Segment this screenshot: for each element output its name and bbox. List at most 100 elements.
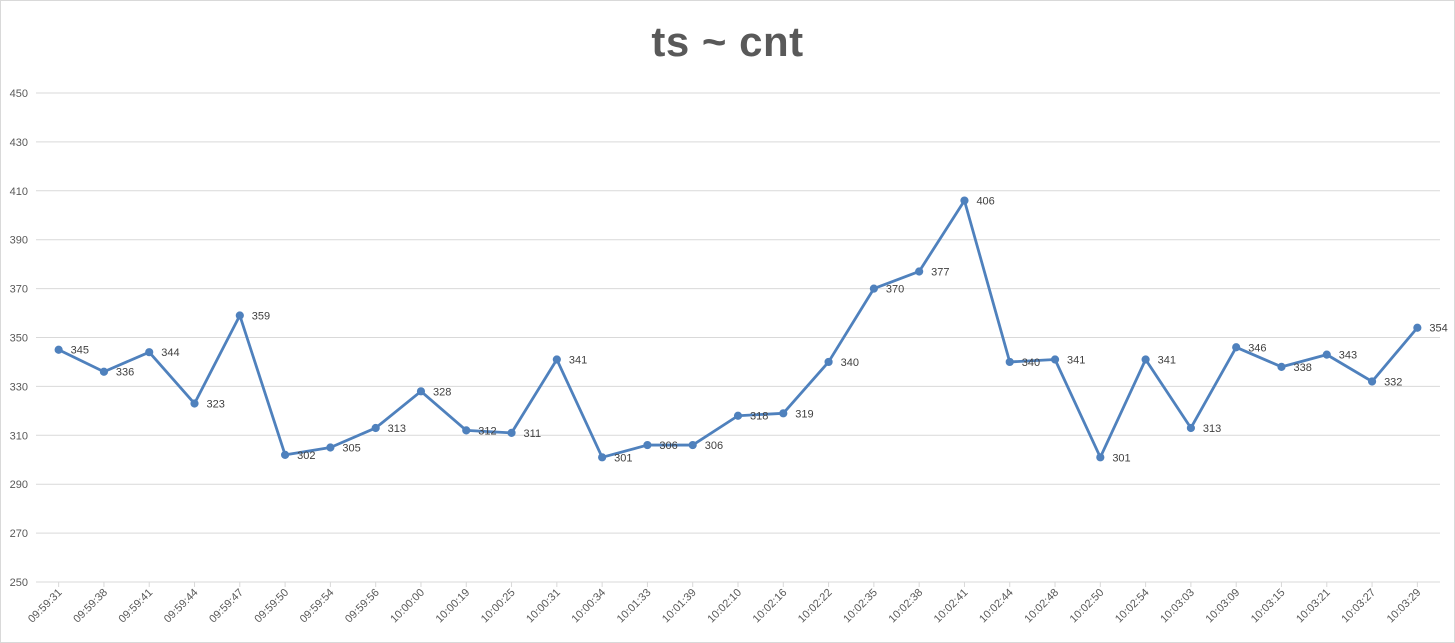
y-tick-label: 390 [10,235,28,247]
data-label: 301 [614,452,632,464]
data-point [280,450,290,459]
x-tick-label: 09:59:50 [252,587,291,626]
x-tick-label: 10:00:00 [388,587,427,626]
data-label: 345 [71,345,89,357]
x-tick-label: 10:02:38 [887,587,926,626]
x-tick-label: 10:02:16 [751,587,790,626]
x-tick-label: 10:00:19 [434,587,473,626]
data-point [779,409,788,418]
x-tick-label: 10:03:09 [1204,587,1243,626]
data-label: 313 [1203,423,1221,435]
data-label: 370 [886,284,904,296]
x-tick-label: 10:03:15 [1249,587,1288,626]
data-point [960,196,969,205]
data-label: 341 [569,355,587,367]
data-label: 306 [705,440,723,452]
data-label: 328 [433,386,451,398]
data-point [824,357,833,367]
data-point [1322,350,1331,359]
chart-title: ts ~ cnt [651,18,804,65]
data-label: 306 [659,440,677,452]
data-label: 343 [1339,350,1357,362]
x-tick-label: 10:02:10 [705,587,744,626]
x-tick-label: 09:59:56 [343,587,382,626]
data-series [54,196,1422,462]
data-label: 344 [161,347,179,359]
x-tick-label: 10:03:03 [1158,587,1197,626]
data-point [1186,423,1196,433]
y-tick-label: 270 [10,528,28,540]
data-point [462,426,471,435]
data-point [1141,355,1150,364]
x-tick-label: 10:02:50 [1068,587,1107,626]
x-tick-label: 09:59:54 [298,587,337,626]
data-point [99,367,109,376]
x-tick-label: 10:02:48 [1022,587,1061,626]
x-tick-label: 10:01:39 [660,587,699,626]
data-point [507,428,516,437]
x-tick-label: 09:59:47 [207,587,246,626]
data-point [145,348,154,357]
data-label: 313 [388,423,406,435]
x-tick-label: 09:59:44 [162,587,201,626]
x-tick-label: 10:00:34 [569,587,608,626]
data-label: 406 [976,196,994,208]
x-tick-label: 10:02:54 [1113,587,1152,626]
x-tick-label: 10:02:35 [841,587,880,626]
data-point [326,443,335,452]
data-point [1367,377,1377,386]
data-label: 338 [1293,362,1311,374]
y-tick-label: 310 [10,430,28,442]
data-point [688,440,697,450]
data-label: 336 [116,367,134,379]
data-point [1096,453,1105,462]
data-labels: 345 336 344 323 359 302 305 313 328 312 311 341 301 3… [71,196,1448,465]
data-label: 319 [795,408,813,420]
data-label: 359 [252,310,270,322]
x-tick-label: 10:01:33 [615,587,654,626]
data-point [1232,343,1241,352]
data-label: 377 [931,266,949,278]
x-tick-label: 10:03:27 [1339,587,1378,626]
data-label: 341 [1067,355,1085,367]
data-label: 332 [1384,377,1402,389]
data-point [371,423,380,433]
data-label: 346 [1248,342,1266,354]
y-tick-label: 290 [10,479,28,491]
data-label: 312 [478,425,496,437]
x-tick-label: 09:59:31 [26,587,65,626]
x-tick-label: 10:00:31 [524,587,563,626]
data-point [1277,362,1286,371]
data-point [733,411,743,420]
data-point [54,345,63,354]
data-label: 305 [342,443,360,455]
x-tick-label: 10:02:41 [932,587,971,626]
data-label: 340 [841,357,859,369]
data-label: 341 [1158,355,1176,367]
x-tick-label: 10:03:21 [1294,587,1333,626]
data-label: 302 [297,450,315,462]
x-tick-label: 09:59:41 [117,587,156,626]
x-tick-label: 09:59:38 [71,587,110,626]
y-tick-label: 350 [10,333,28,345]
data-point [643,440,652,450]
y-tick-label: 250 [10,577,28,589]
data-point [1005,357,1014,367]
data-point [416,387,426,396]
x-tick-label: 10:02:22 [796,587,835,626]
data-label: 323 [207,399,225,411]
data-label: 318 [750,411,768,423]
data-label: 301 [1112,452,1130,464]
data-point [1413,323,1422,332]
data-label: 340 [1022,357,1040,369]
data-point [869,284,878,293]
data-label: 311 [524,428,542,440]
gridlines [36,92,1440,583]
x-tick-label: 10:03:29 [1385,587,1424,626]
data-point [598,453,607,462]
data-point [235,311,244,320]
data-point [915,267,924,276]
y-tick-label: 430 [10,137,28,149]
y-tick-label: 410 [10,186,28,198]
